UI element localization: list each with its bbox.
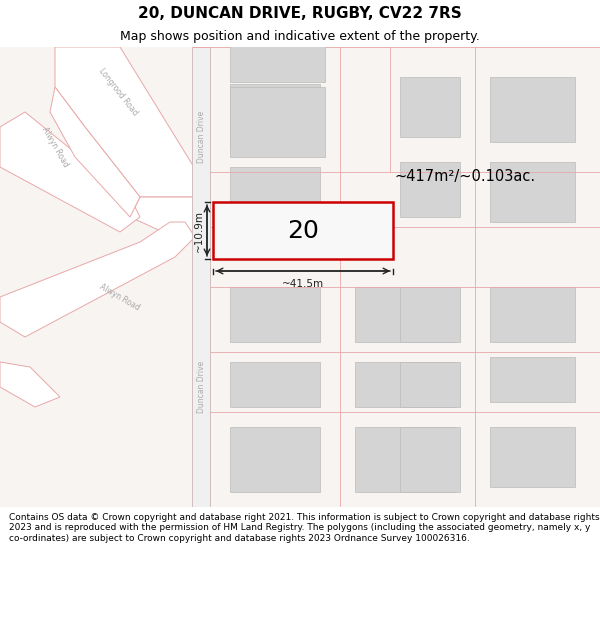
Bar	[400, 427, 460, 492]
Bar	[230, 22, 325, 82]
Text: ~10.9m: ~10.9m	[194, 209, 204, 251]
Polygon shape	[0, 222, 195, 337]
Bar	[400, 77, 460, 137]
Bar	[230, 87, 325, 157]
Polygon shape	[130, 197, 195, 242]
Text: 20: 20	[287, 219, 319, 243]
Text: Contains OS data © Crown copyright and database right 2021. This information is : Contains OS data © Crown copyright and d…	[9, 513, 599, 542]
Text: Longrood Road: Longrood Road	[97, 67, 139, 118]
Bar	[230, 427, 320, 492]
Text: Map shows position and indicative extent of the property.: Map shows position and indicative extent…	[120, 30, 480, 43]
Text: ~41.5m: ~41.5m	[282, 279, 324, 289]
Text: Duncan Drive: Duncan Drive	[197, 111, 205, 163]
Bar	[230, 362, 320, 407]
Bar	[355, 362, 455, 407]
Text: Alwyn Road: Alwyn Road	[98, 282, 142, 312]
Bar	[230, 287, 320, 342]
Polygon shape	[55, 47, 200, 197]
Text: Duncan Drive: Duncan Drive	[197, 361, 205, 413]
Polygon shape	[0, 112, 140, 232]
Bar	[490, 287, 575, 342]
Bar	[355, 427, 455, 492]
Polygon shape	[0, 362, 60, 407]
Text: 20, DUNCAN DRIVE, RUGBY, CV22 7RS: 20, DUNCAN DRIVE, RUGBY, CV22 7RS	[138, 6, 462, 21]
Polygon shape	[192, 47, 210, 507]
Text: Alwyn Road: Alwyn Road	[40, 126, 70, 169]
Bar	[230, 167, 320, 222]
Bar	[400, 162, 460, 217]
Bar	[355, 287, 455, 342]
Bar	[213, 202, 393, 259]
Bar	[230, 84, 320, 149]
Bar	[400, 362, 460, 407]
Text: ~417m²/~0.103ac.: ~417m²/~0.103ac.	[395, 169, 536, 184]
Bar	[400, 287, 460, 342]
Bar	[490, 427, 575, 487]
Bar	[490, 162, 575, 222]
Bar	[490, 77, 575, 142]
Polygon shape	[50, 87, 140, 217]
Bar	[490, 357, 575, 402]
